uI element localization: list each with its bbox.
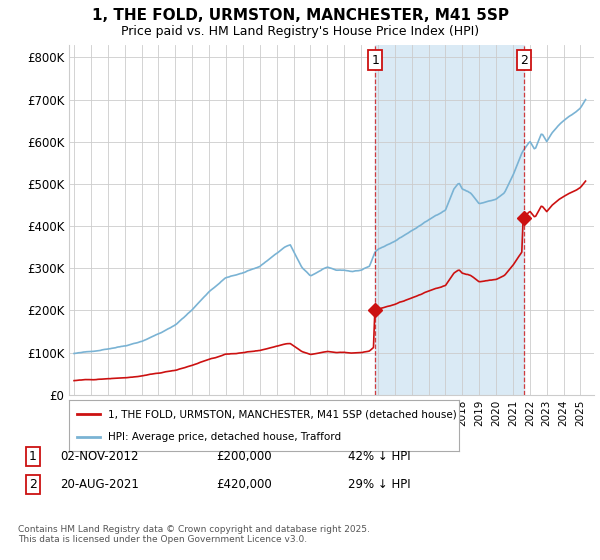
Text: 20-AUG-2021: 20-AUG-2021 xyxy=(60,478,139,491)
Bar xyxy=(375,45,524,395)
Text: 1: 1 xyxy=(29,450,37,463)
Text: 1, THE FOLD, URMSTON, MANCHESTER, M41 5SP: 1, THE FOLD, URMSTON, MANCHESTER, M41 5S… xyxy=(91,8,509,24)
Text: HPI: Average price, detached house, Trafford: HPI: Average price, detached house, Traf… xyxy=(108,432,341,442)
Text: 29% ↓ HPI: 29% ↓ HPI xyxy=(348,478,410,491)
Text: 02-NOV-2012: 02-NOV-2012 xyxy=(60,450,139,463)
Text: 2: 2 xyxy=(29,478,37,491)
Text: 1, THE FOLD, URMSTON, MANCHESTER, M41 5SP (detached house): 1, THE FOLD, URMSTON, MANCHESTER, M41 5S… xyxy=(108,409,457,419)
Text: Contains HM Land Registry data © Crown copyright and database right 2025.
This d: Contains HM Land Registry data © Crown c… xyxy=(18,525,370,544)
Text: 2: 2 xyxy=(520,54,527,67)
Text: Price paid vs. HM Land Registry's House Price Index (HPI): Price paid vs. HM Land Registry's House … xyxy=(121,25,479,38)
Text: £420,000: £420,000 xyxy=(216,478,272,491)
Text: 42% ↓ HPI: 42% ↓ HPI xyxy=(348,450,410,463)
Text: 1: 1 xyxy=(371,54,379,67)
Text: £200,000: £200,000 xyxy=(216,450,272,463)
